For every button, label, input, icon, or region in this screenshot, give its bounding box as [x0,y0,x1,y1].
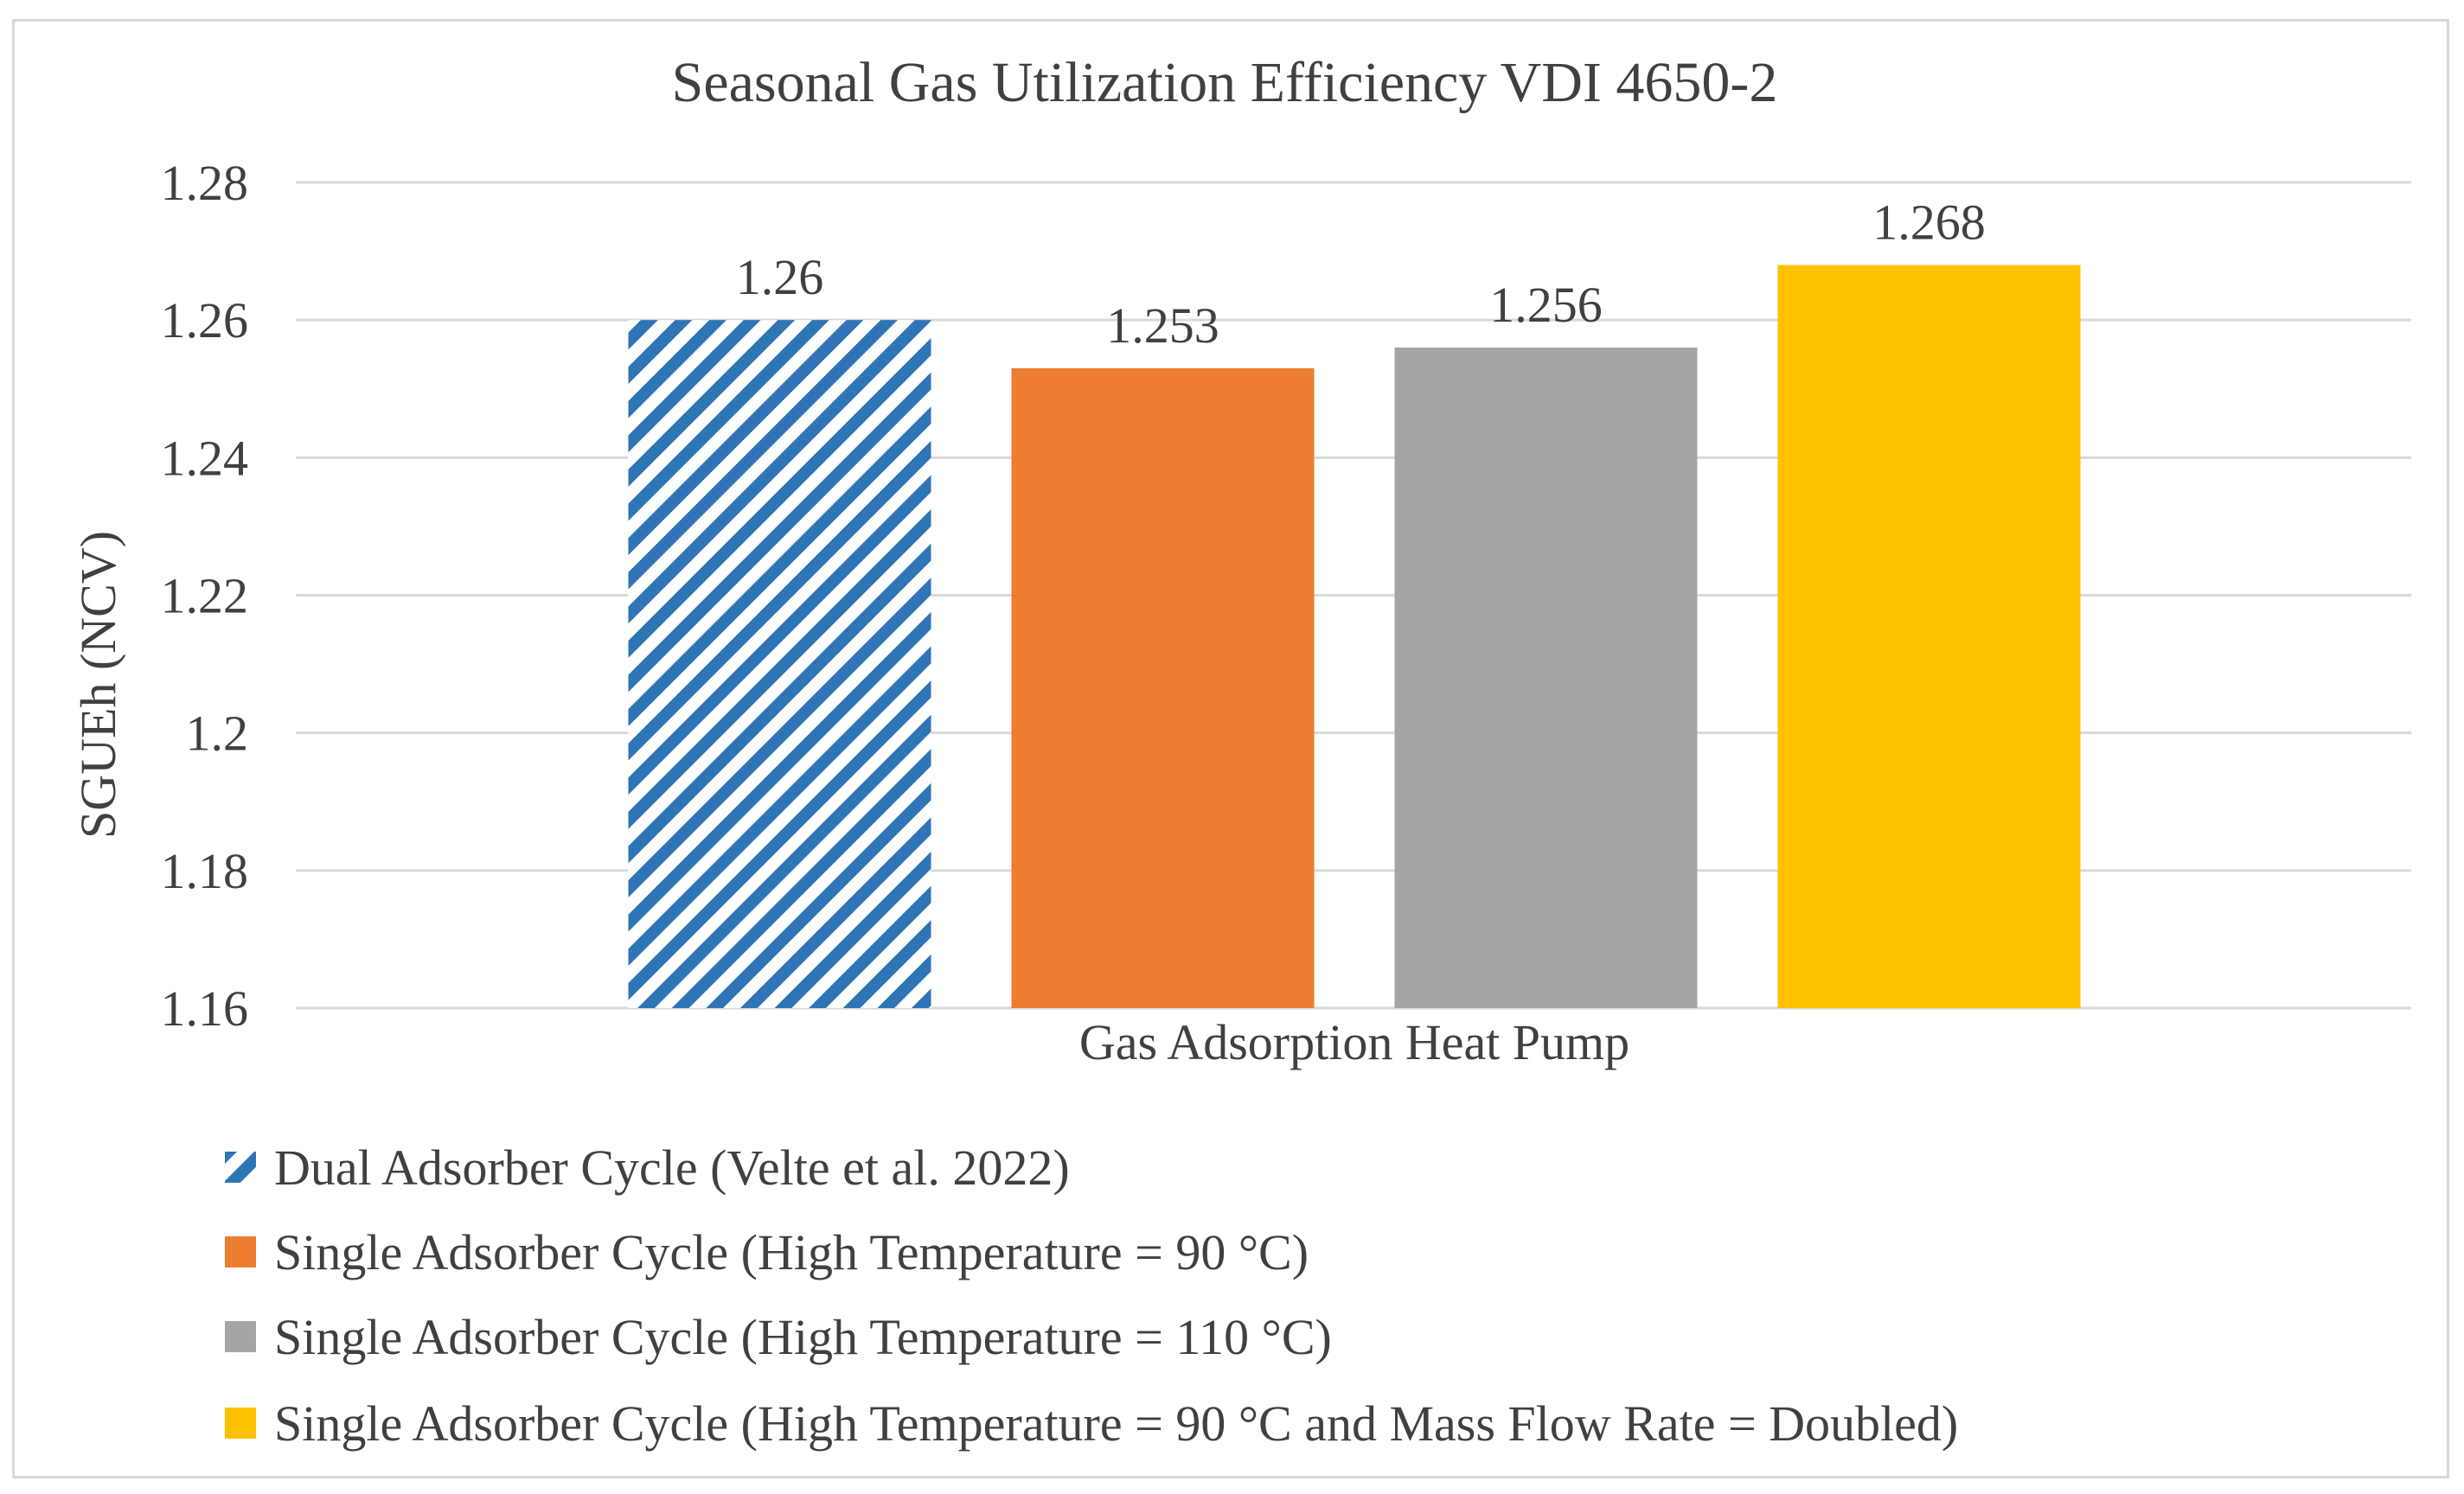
legend-swatch-3 [225,1321,256,1352]
bar-series-2 [1011,367,1315,1008]
category-label: Gas Adsorption Heat Pump [1079,1014,1629,1070]
bars [628,265,2081,1009]
bar-data-label: 1.253 [1106,297,1219,354]
y-tick-label: 1.16 [161,980,249,1037]
chart-title: Seasonal Gas Utilization Efficiency VDI … [672,51,1778,114]
y-tick-label: 1.26 [161,292,249,348]
bar-data-label: 1.26 [736,249,824,305]
bar-series-4 [1777,265,2081,1008]
legend-label-2: Single Adsorber Cycle (High Temperature … [274,1224,1309,1280]
legend-label-3: Single Adsorber Cycle (High Temperature … [274,1309,1332,1365]
y-tick-label: 1.22 [161,568,249,624]
y-tick-label: 1.28 [161,155,249,211]
legend-swatch-4 [225,1408,256,1439]
legend-swatch-2 [225,1236,256,1267]
chart-frame: Seasonal Gas Utilization Efficiency VDI … [12,19,2449,1478]
bar-data-labels: 1.26 1.253 1.256 1.268 [736,195,1986,354]
bar-data-label: 1.268 [1872,195,1986,251]
legend: Dual Adsorber Cycle (Velte et al. 2022) S… [225,1140,1958,1452]
legend-label-1: Dual Adsorber Cycle (Velte et al. 2022) [274,1140,1070,1196]
legend-label-4: Single Adsorber Cycle (High Temperature … [274,1395,1958,1452]
y-tick-label: 1.24 [161,430,249,486]
gridlines [296,181,2411,1010]
y-tick-label: 1.18 [161,843,249,899]
bar-series-3 [1394,348,1698,1008]
y-tick-label: 1.2 [186,706,249,762]
chart-svg: Seasonal Gas Utilization Efficiency VDI … [70,51,2411,1452]
y-axis-label: SGUEh (NCV) [70,531,126,839]
legend-swatch-1 [225,1152,256,1183]
y-axis-ticks: 1.16 1.18 1.2 1.22 1.24 1.26 1.28 [161,155,249,1037]
bar-data-label: 1.256 [1489,277,1603,333]
bar-series-1 [628,320,931,1009]
